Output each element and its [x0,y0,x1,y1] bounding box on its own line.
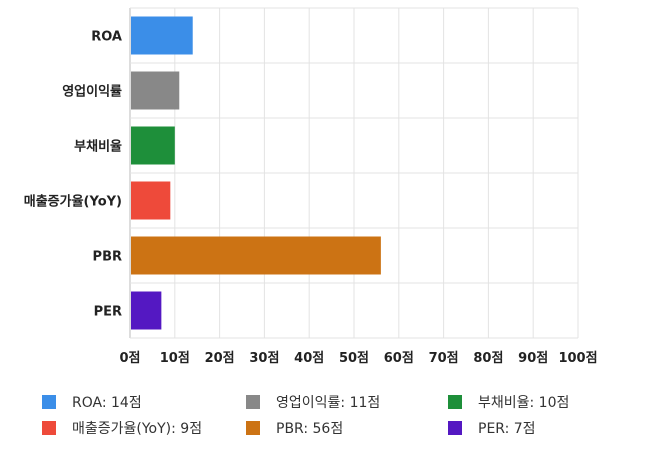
legend-item[interactable]: 매출증가율(YoY): 9점 [42,418,202,438]
legend-item[interactable]: PER: 7점 [448,418,536,438]
bar[interactable] [131,291,162,330]
legend-label: ROA: 14점 [72,395,142,411]
legend-label: PER: 7점 [478,421,536,437]
x-tick-labels: 0점 10점 20점 30점 40점 50점 60점 70점 80점 90점 100점 [119,351,597,366]
legend-label: 부채비율: 10점 [478,395,570,411]
legend-label: 매출증가율(YoY): 9점 [72,421,203,437]
category-label: ROA [91,30,122,45]
bar[interactable] [131,236,381,275]
bar[interactable] [131,16,193,55]
legend-item[interactable]: PBR: 56점 [246,418,343,438]
x-tick-label: 70점 [429,351,459,366]
category-label: 매출증가율(YoY) [24,194,122,210]
legend-item[interactable]: 영업이익률: 11점 [246,392,380,412]
bar[interactable] [131,181,171,220]
x-tick-label: 40점 [294,351,324,366]
x-tick-label: 100점 [558,351,597,366]
x-tick-label: 60점 [384,351,414,366]
legend-swatch [42,395,56,409]
x-tick-label: 0점 [119,351,140,366]
legend-item[interactable]: ROA: 14점 [42,392,142,412]
bar[interactable] [131,71,180,110]
category-label: PER [94,305,122,320]
x-tick-label: 80점 [473,351,503,366]
legend-swatch [42,421,56,435]
category-label: 영업이익률 [62,84,122,100]
bar[interactable] [131,126,175,165]
x-tick-label: 90점 [518,351,548,366]
legend-swatch [448,421,462,435]
legend-swatch [246,421,260,435]
x-tick-label: 10점 [160,351,190,366]
grid-lines [129,7,579,339]
category-label: 부채비율 [74,139,122,155]
legend-swatch [246,395,260,409]
bars [131,16,381,330]
legend-item[interactable]: 부채비율: 10점 [448,392,569,412]
legend-label: PBR: 56점 [276,421,344,437]
legend-swatch [448,395,462,409]
x-tick-label: 20점 [205,351,235,366]
x-tick-label: 30점 [249,351,279,366]
category-label: PBR [93,250,122,265]
legend-label: 영업이익률: 11점 [276,395,381,411]
x-tick-label: 50점 [339,351,369,366]
